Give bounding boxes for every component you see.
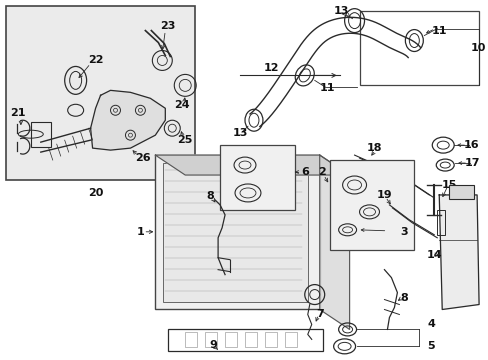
Bar: [168, 329, 322, 351]
Polygon shape: [90, 90, 165, 150]
Text: 26: 26: [135, 153, 151, 163]
Text: 2: 2: [317, 167, 325, 177]
Bar: [155, 155, 319, 310]
Text: 17: 17: [464, 158, 479, 168]
Text: 8: 8: [400, 293, 407, 302]
Bar: [329, 160, 413, 250]
Text: 18: 18: [366, 143, 382, 153]
Text: 20: 20: [88, 188, 103, 198]
Text: 10: 10: [470, 42, 485, 53]
Text: 15: 15: [441, 180, 456, 190]
Bar: [220, 145, 294, 210]
Bar: [264, 332, 276, 347]
Polygon shape: [438, 195, 478, 310]
Text: 9: 9: [209, 340, 217, 350]
Bar: [436, 210, 444, 235]
Text: 12: 12: [264, 63, 279, 73]
Bar: [185, 332, 197, 347]
Text: 16: 16: [462, 140, 478, 150]
Text: 14: 14: [426, 250, 441, 260]
Bar: [448, 185, 473, 199]
Bar: [359, 11, 478, 85]
Text: 11: 11: [430, 26, 446, 36]
Bar: [244, 332, 256, 347]
Text: 24: 24: [174, 100, 190, 110]
Text: 23: 23: [160, 21, 176, 31]
Text: 22: 22: [88, 55, 103, 66]
Bar: [205, 332, 217, 347]
Text: 13: 13: [333, 6, 348, 15]
Text: 6: 6: [300, 167, 308, 177]
Text: 4: 4: [427, 319, 434, 329]
Bar: [31, 122, 51, 147]
Bar: [6, 6, 195, 180]
Text: 5: 5: [427, 341, 434, 351]
Text: 21: 21: [10, 108, 25, 118]
Text: 25: 25: [177, 135, 193, 145]
Text: 8: 8: [206, 191, 214, 201]
Text: 7: 7: [315, 310, 323, 319]
Polygon shape: [319, 155, 349, 329]
Bar: [163, 163, 307, 302]
Text: 3: 3: [400, 227, 407, 237]
Bar: [224, 332, 237, 347]
Text: 1: 1: [136, 227, 144, 237]
Bar: [285, 332, 296, 347]
Text: 19: 19: [376, 190, 391, 200]
Text: 11: 11: [319, 84, 335, 93]
Text: 13: 13: [232, 128, 247, 138]
Polygon shape: [155, 155, 349, 175]
